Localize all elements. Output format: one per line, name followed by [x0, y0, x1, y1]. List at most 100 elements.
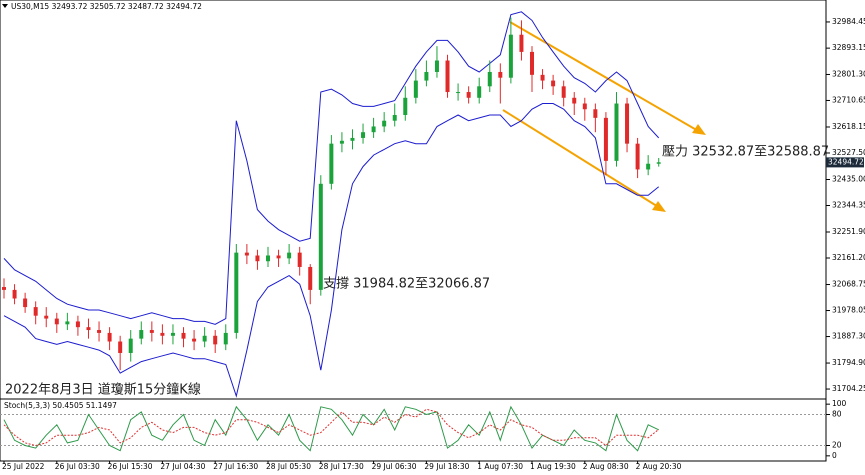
y-tick-label: 0: [832, 451, 837, 460]
candle-body: [86, 327, 91, 331]
y-tick-label: 32344.35: [832, 200, 865, 209]
candle-body: [266, 255, 270, 262]
candle-body: [97, 330, 102, 333]
candle-body: [213, 335, 218, 345]
candle-body: [456, 92, 461, 94]
candle-body: [234, 252, 239, 333]
y-tick-label: 32710.65: [832, 95, 865, 104]
candle-body: [287, 252, 292, 259]
candle-body: [223, 332, 228, 345]
candle-body: [276, 255, 281, 259]
candle-body: [593, 109, 598, 118]
candle-body: [498, 71, 503, 78]
indicator-title: Stoch(5,3,3) 50.4505 51.1497: [4, 401, 117, 410]
x-tick-label: 25 Jul 2022: [2, 462, 45, 471]
candle-body: [466, 92, 471, 98]
bollinger-band: [3, 11, 660, 325]
candle-body: [350, 137, 355, 141]
last-price-label: 32494.72: [828, 157, 864, 166]
candle-body: [75, 321, 80, 328]
y-tick-label: 32618.15: [832, 122, 865, 131]
y-tick-label: 32984.45: [832, 17, 865, 26]
y-tick-label: 100: [832, 399, 847, 408]
candle-body: [487, 71, 492, 87]
candle-body: [603, 117, 608, 161]
candle-body: [107, 332, 112, 342]
candle-body: [540, 74, 545, 81]
candle-body: [2, 287, 6, 290]
y-tick-label: 31794.90: [832, 358, 865, 367]
candle-body: [371, 126, 376, 133]
candle-body: [255, 255, 260, 262]
candle-body: [202, 335, 207, 342]
candle-body: [551, 80, 556, 87]
y-tick-label: 31887.30: [832, 332, 865, 341]
x-tick-label: 26 Jul 15:30: [108, 462, 153, 471]
menu-arrow: [2, 4, 8, 8]
stoch-signal-line: [3, 408, 660, 447]
plot-frame: [0, 0, 827, 462]
bollinger-band: [3, 103, 660, 398]
y-tick-label: 32435.00: [832, 175, 865, 184]
x-tick-label: 27 Jul 16:30: [213, 462, 258, 471]
candle-body: [445, 60, 450, 93]
y-tick-label: 32251.90: [832, 227, 865, 236]
candle-body: [44, 315, 49, 319]
candle-body: [434, 60, 439, 72]
y-tick-label: 32893.15: [832, 43, 865, 52]
candle-body: [530, 51, 534, 75]
stoch-main-line: [3, 405, 659, 452]
candle-body: [318, 183, 323, 290]
y-tick-label: 31978.05: [832, 306, 865, 315]
candle-body: [12, 289, 17, 299]
x-tick-label: 1 Aug 19:30: [530, 462, 576, 471]
candle-body: [297, 252, 302, 267]
x-tick-label: 2 Aug 08:30: [583, 462, 629, 471]
candle-body: [308, 266, 313, 290]
last-price-box: [826, 157, 864, 168]
candle-body: [614, 103, 619, 161]
x-tick-label: 26 Jul 03:30: [55, 462, 100, 471]
x-tick-label: 1 Aug 07:30: [477, 462, 523, 471]
candle-body: [170, 332, 175, 336]
y-tick-label: 32527.50: [832, 148, 865, 157]
x-tick-label: 28 Jul 17:30: [319, 462, 364, 471]
candle-body: [508, 34, 513, 78]
candle-body: [382, 120, 387, 127]
candle-body: [329, 143, 334, 184]
chart-caption: 2022年8月3日 道瓊斯15分鐘K線: [5, 382, 201, 398]
candle-body: [65, 321, 70, 325]
x-tick-label: 28 Jul 05:30: [266, 462, 311, 471]
trend-channel: [502, 21, 706, 212]
chart-title: US30,M15 32493.72 32505.72 32487.72 3249…: [11, 2, 202, 11]
x-tick-label: 2 Aug 20:30: [636, 462, 682, 471]
candle-body: [625, 103, 630, 144]
candle-body: [128, 338, 133, 353]
candle-body: [160, 332, 165, 336]
x-tick-label: 29 Jul 18:30: [424, 462, 469, 471]
resistance-annotation: 壓力 32532.87至32588.87: [662, 145, 829, 160]
candle-body: [477, 86, 482, 98]
candle-body: [339, 140, 344, 144]
candle-body: [149, 330, 154, 333]
x-tick-label: 27 Jul 04:30: [160, 462, 205, 471]
y-tick-label: 31704.25: [832, 384, 865, 393]
candle-body: [361, 132, 366, 138]
y-tick-label: 32068.75: [832, 280, 865, 289]
candle-body: [561, 86, 566, 98]
candle-body: [519, 34, 524, 52]
support-annotation: 支撐 31984.82至32066.87: [323, 277, 490, 292]
y-tick-label: 32161.20: [832, 253, 865, 262]
candle-body: [139, 330, 144, 339]
candle-body: [582, 103, 587, 110]
candle-body: [23, 298, 28, 308]
y-tick-label: 32801.30: [832, 69, 865, 78]
y-tick-label: 20: [832, 441, 842, 450]
candle-body: [403, 97, 408, 115]
candle-body: [244, 252, 249, 256]
candle-body: [646, 163, 651, 170]
candle-body: [181, 332, 186, 339]
candle-body: [413, 80, 418, 98]
candle-body: [635, 143, 640, 170]
